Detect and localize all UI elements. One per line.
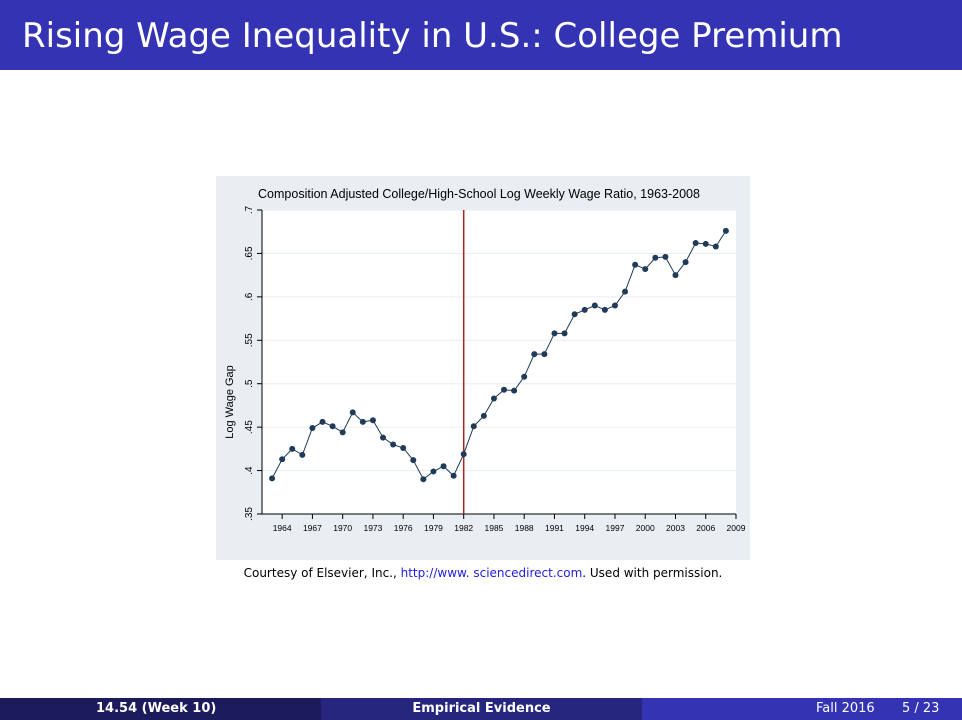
data-point	[571, 311, 578, 318]
data-point	[712, 243, 719, 250]
footer-course-panel: 14.54 (Week 10)	[0, 698, 321, 720]
data-point	[269, 475, 276, 482]
data-point	[299, 451, 306, 458]
x-tick-label: 2009	[727, 523, 746, 533]
axes: .35 .4 .45 .5 .55 .6 .65 .7 1964 1967 1970 1973 1976…	[244, 205, 746, 533]
data-point	[339, 429, 346, 436]
y-axis-label: Log Wage Gap	[224, 365, 236, 439]
data-point	[430, 468, 437, 475]
footer-section-panel: Empirical Evidence	[321, 698, 642, 720]
series-line	[271, 230, 727, 481]
data-point	[400, 444, 407, 451]
x-tick-label: 2003	[666, 523, 685, 533]
y-tick-label: .6	[244, 292, 255, 301]
credit-suffix: . Used with permission.	[582, 566, 723, 580]
data-point	[541, 351, 548, 358]
credit-link-part-1[interactable]: http://www.	[400, 566, 470, 580]
x-tick-label: 1982	[454, 523, 473, 533]
data-point	[551, 330, 558, 337]
data-point	[319, 418, 326, 425]
data-point	[460, 451, 467, 458]
x-tick-label: 1964	[273, 523, 292, 533]
footer-course: 14.54 (Week 10)	[96, 701, 217, 716]
credit-link-part-2[interactable]: sciencedirect.com	[469, 566, 583, 580]
slide-title: Rising Wage Inequality in U.S.: College …	[22, 16, 843, 56]
data-point	[531, 351, 538, 358]
plot-area	[262, 210, 736, 514]
footer-page-number: 5 / 23	[902, 701, 940, 716]
x-tick-label: 1970	[333, 523, 352, 533]
x-tick-label: 2006	[696, 523, 715, 533]
data-point	[309, 425, 316, 432]
data-point	[289, 445, 296, 452]
slide-footer: 14.54 (Week 10) Empirical Evidence Fall …	[0, 698, 962, 720]
y-tick-label: .55	[244, 333, 255, 347]
credit-prefix: Courtesy of Elsevier, Inc.,	[243, 566, 401, 580]
data-point	[581, 306, 588, 313]
footer-date: Fall 2016	[816, 701, 875, 716]
data-point	[682, 259, 689, 266]
y-tick-label: .65	[244, 246, 255, 260]
x-tick-label: 1979	[424, 523, 443, 533]
data-point	[722, 227, 729, 234]
data-point	[359, 418, 366, 425]
data-point	[490, 395, 497, 402]
data-point	[349, 409, 356, 416]
data-point	[279, 456, 286, 463]
data-point	[591, 302, 598, 309]
footer-section: Empirical Evidence	[412, 701, 551, 716]
data-point	[672, 272, 679, 279]
chart-figure: Composition Adjusted College/High-School…	[216, 176, 750, 560]
data-point	[450, 472, 457, 479]
data-point	[692, 240, 699, 247]
data-point	[410, 457, 417, 464]
x-tick-label: 1991	[545, 523, 564, 533]
data-point	[521, 373, 528, 380]
y-tick-label: .35	[244, 507, 255, 521]
x-tick-label: 1988	[515, 523, 534, 533]
x-tick-label: 1997	[606, 523, 625, 533]
data-point	[380, 434, 387, 441]
data-point	[329, 423, 336, 430]
data-point	[702, 240, 709, 247]
data-point	[601, 306, 608, 313]
data-point	[440, 463, 447, 470]
data-point	[632, 261, 639, 268]
y-tick-label: .4	[244, 466, 255, 475]
data-point	[561, 330, 568, 337]
x-tick-label: 1985	[484, 523, 503, 533]
data-point	[662, 253, 669, 260]
data-point	[480, 412, 487, 419]
data-point	[511, 387, 518, 394]
x-tick-label: 2000	[636, 523, 655, 533]
y-tick-label: .7	[244, 205, 255, 214]
series-layer	[269, 227, 729, 483]
slide-header: Rising Wage Inequality in U.S.: College …	[0, 0, 962, 70]
data-point	[611, 302, 618, 309]
footer-info-panel: Fall 2016 5 / 23	[642, 698, 962, 720]
data-point	[652, 254, 659, 261]
y-tick-label: .5	[244, 379, 255, 388]
image-credit: Courtesy of Elsevier, Inc., http://www. …	[216, 566, 750, 580]
y-tick-label: .45	[244, 420, 255, 434]
x-tick-label: 1973	[363, 523, 382, 533]
x-tick-label: 1967	[303, 523, 322, 533]
x-tick-label: 1994	[575, 523, 594, 533]
data-point	[420, 476, 427, 483]
data-point	[622, 288, 629, 295]
data-point	[369, 417, 376, 424]
wage-ratio-chart: Composition Adjusted College/High-School…	[224, 187, 746, 533]
data-point	[642, 266, 649, 273]
data-point	[390, 441, 397, 448]
x-tick-label: 1976	[394, 523, 413, 533]
data-point	[501, 386, 508, 393]
data-point	[470, 423, 477, 430]
chart-title: Composition Adjusted College/High-School…	[258, 187, 700, 201]
